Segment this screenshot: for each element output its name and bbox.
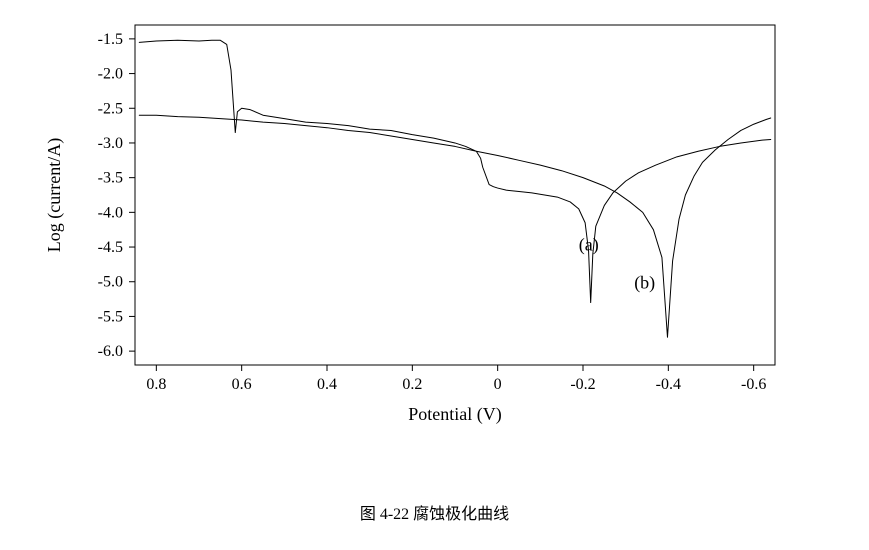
polarization-chart: -1.5 -2.0 -2.5 -3.0 -3.5 -4.0 -4.5 -5.0 -5.5 -6.0… xyxy=(30,10,830,450)
xtick-label: 0.6 xyxy=(232,376,252,393)
ytick-label: -6.0 xyxy=(98,343,123,360)
ytick-label: -1.5 xyxy=(98,31,123,48)
ytick-label: -3.5 xyxy=(98,170,123,187)
xtick-label: 0.2 xyxy=(402,376,422,393)
y-axis-label: Log (current/A) xyxy=(44,138,65,252)
ytick-label: -4.0 xyxy=(98,204,123,221)
xtick-label: 0 xyxy=(494,376,502,393)
xtick-label: -0.4 xyxy=(656,376,681,393)
xtick-label: 0.8 xyxy=(146,376,166,393)
series-label-b: (b) xyxy=(634,273,655,294)
series-label-a: (a) xyxy=(579,235,599,256)
xtick-label: 0.4 xyxy=(317,376,337,393)
ytick-label: -4.5 xyxy=(98,239,123,256)
ytick-label: -2.0 xyxy=(98,66,123,83)
ytick-label: -5.0 xyxy=(98,274,123,291)
xtick-label: -0.2 xyxy=(570,376,595,393)
xtick-label: -0.6 xyxy=(741,376,766,393)
chart-svg: -1.5 -2.0 -2.5 -3.0 -3.5 -4.0 -4.5 -5.0 -5.5 -6.0… xyxy=(30,10,830,450)
ytick-label: -2.5 xyxy=(98,100,123,117)
x-axis-label: Potential (V) xyxy=(408,404,501,425)
ytick-label: -3.0 xyxy=(98,135,123,152)
caption-cn: 图 4-22 腐蚀极化曲线 xyxy=(0,500,869,524)
ytick-label: -5.5 xyxy=(98,308,123,325)
